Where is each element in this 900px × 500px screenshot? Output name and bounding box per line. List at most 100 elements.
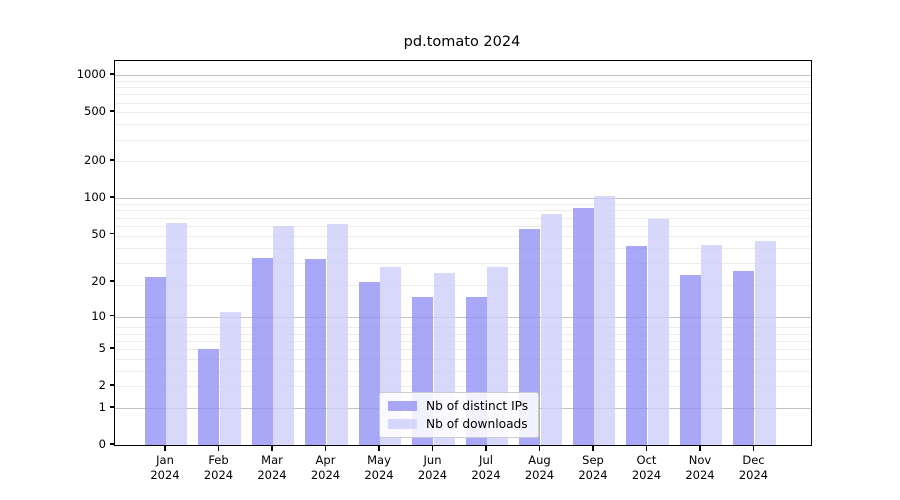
bar-nb-of-downloads-jan	[166, 223, 188, 445]
y-tick-mark	[110, 314, 114, 317]
bar-nb-of-distinct-ips-mar	[251, 257, 273, 445]
x-tick-label-apr: Apr 2024	[310, 453, 341, 482]
gridline-minor	[115, 349, 811, 351]
gridline-major	[115, 197, 811, 199]
gridline-minor	[115, 217, 811, 219]
gridline-minor	[115, 340, 811, 342]
x-tick-mark	[378, 446, 380, 451]
bar-nb-of-downloads-feb	[219, 311, 241, 445]
y-tick-mark	[110, 110, 114, 112]
x-tick-mark	[699, 446, 701, 451]
bar-nb-of-distinct-ips-nov	[679, 274, 701, 445]
gridline-minor	[115, 386, 811, 388]
x-tick-mark	[431, 446, 434, 451]
bar-nb-of-distinct-ips-feb	[198, 349, 220, 445]
gridline-minor	[115, 124, 811, 126]
legend-label-downloads: Nb of downloads	[426, 417, 528, 431]
legend-swatch-downloads	[388, 419, 417, 429]
gridline-minor	[115, 235, 811, 237]
bar-nb-of-downloads-apr	[326, 224, 348, 445]
x-tick-mark	[485, 446, 487, 451]
x-tick-mark	[164, 446, 166, 451]
bar-nb-of-distinct-ips-jan	[144, 277, 166, 445]
bar-nb-of-distinct-ips-aug	[519, 228, 541, 445]
x-tick-label-mar: Mar 2024	[257, 453, 287, 482]
gridline-minor	[115, 225, 811, 227]
x-tick-mark	[324, 446, 327, 451]
bar-nb-of-downloads-mar	[273, 225, 295, 445]
x-tick-mark	[271, 446, 273, 451]
gridline-minor	[115, 284, 811, 286]
gridline-minor	[115, 210, 811, 212]
y-tick-mark	[110, 280, 114, 282]
gridline-minor	[115, 161, 811, 163]
y-tick-label-20: 20	[91, 274, 106, 288]
y-tick-label-200: 200	[84, 153, 106, 167]
y-tick-label-5: 5	[98, 341, 106, 356]
legend-swatch-distinct-ips	[388, 401, 417, 411]
x-tick-mark	[645, 446, 648, 451]
y-tick-label-0: 0	[98, 437, 106, 451]
x-tick-label-nov: Nov 2024	[685, 453, 715, 482]
plot-area	[114, 60, 812, 446]
gridline-minor	[115, 247, 811, 249]
legend-label-distinct-ips: Nb of distinct IPs	[426, 399, 529, 413]
x-tick-label-jul: Jul 2024	[471, 453, 501, 482]
x-tick-mark	[217, 446, 220, 451]
x-tick-mark	[538, 446, 541, 451]
gridline-major	[115, 316, 811, 318]
bar-nb-of-distinct-ips-may	[358, 282, 380, 445]
gridline-minor	[115, 327, 811, 329]
gridline-minor	[115, 87, 811, 88]
gridline-minor	[115, 139, 811, 141]
bar-nb-of-distinct-ips-oct	[626, 246, 648, 445]
y-tick-mark	[110, 384, 114, 386]
gridline-minor	[115, 262, 811, 264]
x-tick-label-aug: Aug 2024	[524, 453, 555, 482]
y-tick-label-10: 10	[91, 308, 106, 323]
chart-title: pd.tomato 2024	[403, 34, 521, 50]
bar-nb-of-downloads-sep	[594, 196, 616, 445]
gridline-major	[115, 75, 811, 76]
bar-nb-of-distinct-ips-sep	[572, 208, 594, 445]
legend-entry-downloads: Nb of downloads	[388, 417, 528, 431]
bar-nb-of-downloads-dec	[754, 241, 776, 445]
y-tick-label-50: 50	[91, 226, 106, 241]
y-tick-label-100: 100	[84, 189, 106, 204]
y-tick-label-1000: 1000	[76, 67, 106, 81]
y-tick-mark	[110, 443, 114, 445]
gridline-minor	[115, 80, 811, 82]
bar-nb-of-distinct-ips-dec	[733, 270, 755, 445]
x-tick-label-jan: Jan 2024	[150, 453, 180, 482]
y-tick-label-2: 2	[98, 378, 106, 393]
gridline-minor	[115, 112, 811, 114]
y-tick-label-500: 500	[84, 104, 106, 119]
y-tick-mark	[110, 406, 114, 408]
bar-nb-of-downloads-oct	[647, 219, 669, 445]
y-tick-mark	[110, 196, 114, 198]
gridline-minor	[115, 358, 811, 360]
x-tick-label-dec: Dec 2024	[738, 453, 769, 482]
x-tick-label-oct: Oct 2024	[631, 453, 662, 482]
x-tick-label-sep: Sep 2024	[578, 453, 608, 482]
gridline-minor	[115, 204, 811, 205]
y-tick-mark	[110, 73, 114, 75]
x-tick-label-may: May 2024	[364, 453, 394, 482]
y-tick-mark	[110, 159, 114, 161]
x-tick-mark	[592, 446, 594, 451]
y-tick-mark	[110, 347, 114, 349]
gridline-minor	[115, 333, 811, 335]
legend: Nb of distinct IPs Nb of downloads	[379, 392, 540, 438]
y-tick-label-1: 1	[98, 399, 106, 414]
gridline-minor	[115, 94, 811, 96]
bar-nb-of-distinct-ips-apr	[305, 259, 327, 445]
y-tick-mark	[110, 232, 114, 235]
x-tick-mark	[752, 446, 755, 451]
x-tick-label-feb: Feb 2024	[203, 453, 234, 482]
bar-nb-of-downloads-nov	[701, 244, 723, 445]
gridline-minor	[115, 102, 811, 104]
gridline-minor	[115, 370, 811, 372]
legend-entry-distinct-ips: Nb of distinct IPs	[388, 399, 528, 413]
x-tick-label-jun: Jun 2024	[417, 453, 448, 482]
